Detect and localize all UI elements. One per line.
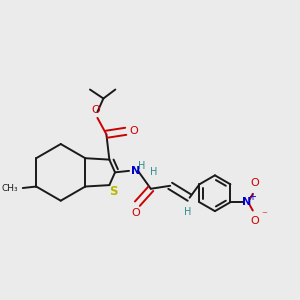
Text: +: + bbox=[248, 192, 256, 202]
Text: O: O bbox=[251, 178, 260, 188]
Text: H: H bbox=[138, 160, 146, 170]
Text: O: O bbox=[92, 106, 100, 116]
Text: ⁻: ⁻ bbox=[262, 210, 268, 220]
Text: N: N bbox=[131, 166, 141, 176]
Text: H: H bbox=[184, 207, 192, 217]
Text: O: O bbox=[131, 208, 140, 218]
Text: CH₃: CH₃ bbox=[2, 184, 18, 193]
Text: N: N bbox=[242, 197, 251, 207]
Text: S: S bbox=[110, 184, 118, 198]
Text: O: O bbox=[129, 126, 138, 136]
Text: H: H bbox=[150, 167, 158, 177]
Text: O: O bbox=[251, 216, 260, 226]
